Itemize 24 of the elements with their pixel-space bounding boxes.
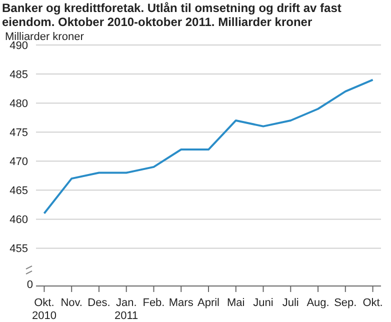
x-tick-label: April — [197, 297, 220, 309]
x-tick-label: Mai — [227, 297, 245, 309]
x-tick-label: Jan. 2011 — [114, 297, 138, 322]
x-tick-label: Juni — [253, 297, 274, 309]
x-tick-label: Mars — [168, 297, 194, 309]
y-tick-label: 485 — [10, 68, 28, 81]
x-tick-label: Okt. 2010 — [32, 297, 56, 322]
x-tick-label: Nov. — [60, 297, 82, 309]
y-tick-label: 460 — [10, 214, 28, 226]
line-series — [43, 78, 374, 214]
y-tick-label: 465 — [10, 185, 28, 198]
x-tick-label: Juli — [282, 297, 299, 309]
y-tick-label: 475 — [10, 127, 28, 140]
x-tick-label: Des. — [88, 297, 110, 309]
y-tick-label: 455 — [10, 243, 28, 256]
x-tick-label: Feb. — [142, 297, 165, 309]
x-tick-label: Aug. — [306, 297, 330, 309]
chart-title: Banker og kredittforetak. Utlån til omsetning og drift av fast eiendom. Oktober 2010-oktober 2011. Milliarder kroner — [2, 1, 342, 29]
x-tick-label: Sep. — [334, 297, 357, 309]
text: 0 — [26, 279, 33, 291]
x-tick-label: Okt. — [362, 297, 383, 309]
y-tick-label: 490 — [10, 40, 28, 52]
y-tick-label: 470 — [10, 156, 28, 168]
y-tick-label: 480 — [10, 98, 28, 110]
